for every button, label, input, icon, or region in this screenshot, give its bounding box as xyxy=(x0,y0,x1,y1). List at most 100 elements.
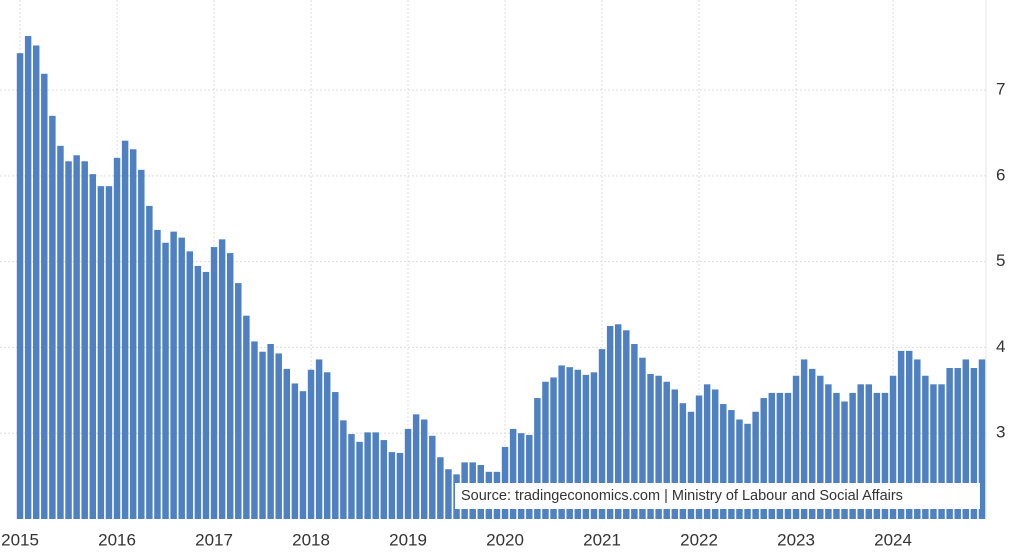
bar xyxy=(307,369,315,519)
bar xyxy=(283,368,291,519)
bar xyxy=(251,341,258,519)
y-tick-label: 5 xyxy=(996,251,1005,270)
bar xyxy=(16,53,24,520)
bar xyxy=(138,169,145,519)
bar xyxy=(978,359,986,519)
bar xyxy=(542,381,549,519)
source: Source: tradingeconomics.com | Ministry … xyxy=(461,488,903,504)
bar xyxy=(922,375,929,519)
bar xyxy=(857,384,864,519)
bar xyxy=(865,384,873,519)
bar xyxy=(736,419,743,519)
bar xyxy=(113,157,121,519)
bar xyxy=(526,434,533,519)
bar xyxy=(776,392,784,519)
bar xyxy=(299,391,307,519)
x-tick-label: 2023 xyxy=(777,530,815,549)
bar xyxy=(517,433,525,519)
bar xyxy=(744,423,751,519)
bar xyxy=(235,283,242,519)
bar xyxy=(849,392,856,519)
bar xyxy=(938,384,945,519)
bar xyxy=(154,229,161,520)
bar xyxy=(372,432,379,519)
bar xyxy=(606,325,614,519)
bar xyxy=(800,359,808,519)
y-tick-label: 4 xyxy=(996,337,1005,356)
bar xyxy=(695,395,703,519)
bar xyxy=(873,392,881,519)
x-tick-label: 2022 xyxy=(680,530,718,549)
bar xyxy=(768,392,776,519)
x-tick-label: 2015 xyxy=(1,530,39,549)
bar xyxy=(202,271,210,519)
bar xyxy=(841,401,848,519)
bar xyxy=(703,384,711,519)
bar xyxy=(946,368,953,519)
bar xyxy=(186,251,194,520)
bar xyxy=(170,231,177,520)
bar xyxy=(962,359,970,519)
bar xyxy=(590,372,598,519)
bar xyxy=(24,36,32,519)
x-tick-label: 2016 xyxy=(98,530,136,549)
bar xyxy=(323,372,331,519)
bar xyxy=(679,403,687,519)
bar xyxy=(97,186,105,519)
x-tick-label: 2021 xyxy=(583,530,621,549)
bar xyxy=(752,411,759,519)
bar xyxy=(437,457,444,519)
bar xyxy=(41,73,48,519)
bar xyxy=(65,161,72,519)
bar xyxy=(954,368,961,519)
bar xyxy=(445,469,452,519)
bar xyxy=(267,343,274,519)
source-box xyxy=(455,483,980,509)
bar xyxy=(57,145,64,519)
bar xyxy=(194,265,202,519)
bar xyxy=(711,389,719,519)
bar xyxy=(105,186,113,519)
bar xyxy=(32,45,40,519)
bar xyxy=(631,343,638,519)
bar xyxy=(129,149,137,519)
bar xyxy=(647,374,654,519)
bar xyxy=(623,330,630,519)
bar xyxy=(509,428,517,519)
bar xyxy=(825,384,832,519)
bar xyxy=(348,434,355,519)
bar xyxy=(914,359,921,519)
bar xyxy=(760,398,767,519)
bar xyxy=(243,315,250,519)
bar xyxy=(833,392,840,519)
bar xyxy=(970,368,978,519)
bar xyxy=(121,140,129,519)
bar xyxy=(897,350,905,519)
bar xyxy=(598,349,606,519)
bar xyxy=(671,389,679,519)
bar xyxy=(396,452,404,519)
bar xyxy=(275,353,282,519)
bar xyxy=(412,414,420,519)
y-tick-label: 6 xyxy=(996,165,1005,184)
bar xyxy=(332,392,339,519)
bar xyxy=(889,375,897,519)
bar xyxy=(558,365,565,519)
bar xyxy=(259,351,266,519)
bar xyxy=(73,155,80,520)
bar xyxy=(291,383,299,519)
y-tick-label: 3 xyxy=(996,423,1005,442)
bar xyxy=(420,419,428,519)
bar xyxy=(89,174,97,519)
x-tick-label: 2017 xyxy=(195,530,233,549)
bar xyxy=(340,420,347,519)
bar xyxy=(639,357,646,519)
bar xyxy=(550,377,557,519)
bar xyxy=(315,359,323,519)
bar xyxy=(566,367,573,519)
bar xyxy=(501,446,509,519)
bar xyxy=(582,374,590,519)
x-tick-label: 2018 xyxy=(292,530,330,549)
bar xyxy=(534,398,541,519)
bar xyxy=(784,392,792,519)
